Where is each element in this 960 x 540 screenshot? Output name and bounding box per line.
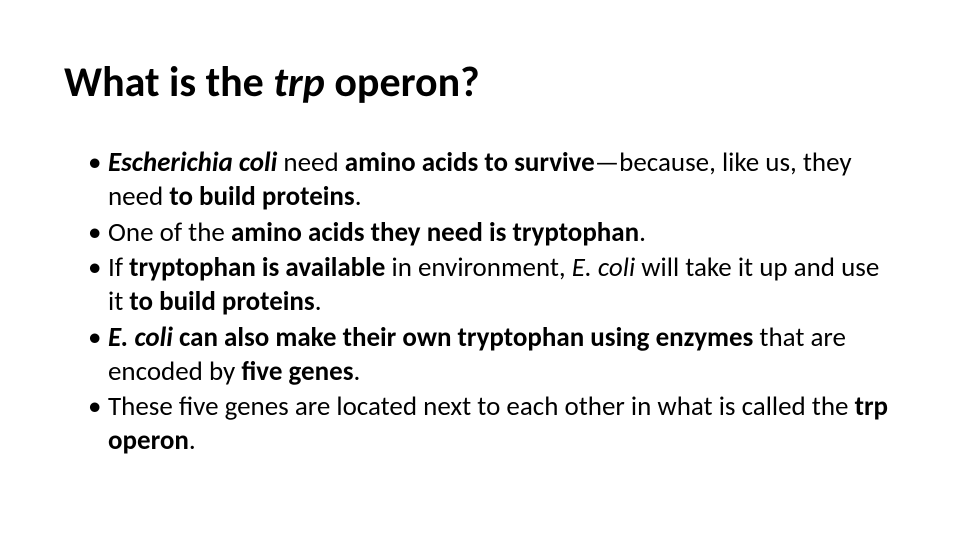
slide-title: What is the trp operon? bbox=[64, 60, 900, 106]
title-pre: What is the bbox=[64, 57, 273, 108]
bullet-4-run-1: trp bbox=[855, 390, 888, 423]
bullet-item-3: E. coli can also make their own tryptoph… bbox=[88, 321, 900, 389]
bullet-1-run-2: . bbox=[639, 216, 646, 249]
bullet-0-run-5: . bbox=[355, 180, 362, 213]
bullet-0-run-2: amino acids to survive bbox=[345, 146, 595, 179]
bullet-0-run-1: need bbox=[277, 146, 344, 179]
bullet-2-run-5: to build proteins bbox=[129, 285, 314, 318]
bullet-1-run-1: amino acids they need is tryptophan bbox=[231, 216, 639, 249]
bullet-2-run-2: in environment, bbox=[385, 251, 571, 284]
bullet-3-run-0: E. coli bbox=[108, 321, 173, 354]
bullet-4-run-3: operon bbox=[108, 424, 189, 457]
slide: What is the trp operon? Escherichia coli… bbox=[0, 0, 960, 540]
bullet-0-run-0: Escherichia coli bbox=[108, 146, 277, 179]
bullet-4-run-0: These five genes are located next to eac… bbox=[108, 390, 855, 423]
bullet-2-run-6: . bbox=[315, 285, 322, 318]
bullet-3-run-4: . bbox=[353, 355, 360, 388]
bullet-item-0: Escherichia coli need amino acids to sur… bbox=[88, 146, 900, 214]
title-italic: trp bbox=[273, 57, 334, 108]
bullet-list: Escherichia coli need amino acids to sur… bbox=[60, 146, 900, 458]
bullet-item-2: If tryptophan is available in environmen… bbox=[88, 251, 900, 319]
bullet-3-run-3: five genes bbox=[241, 355, 353, 388]
bullet-3-run-1: can also make their own tryptophan using… bbox=[173, 321, 753, 354]
bullet-item-4: These five genes are located next to eac… bbox=[88, 390, 900, 458]
bullet-item-1: One of the amino acids they need is tryp… bbox=[88, 216, 900, 250]
bullet-0-run-4: to build proteins bbox=[169, 180, 354, 213]
bullet-2-run-3: E. coli bbox=[572, 251, 635, 284]
bullet-2-run-0: If bbox=[108, 251, 129, 284]
bullet-2-run-1: tryptophan is available bbox=[129, 251, 385, 284]
bullet-4-run-4: . bbox=[189, 424, 196, 457]
bullet-1-run-0: One of the bbox=[108, 216, 231, 249]
title-post: operon? bbox=[334, 57, 479, 108]
